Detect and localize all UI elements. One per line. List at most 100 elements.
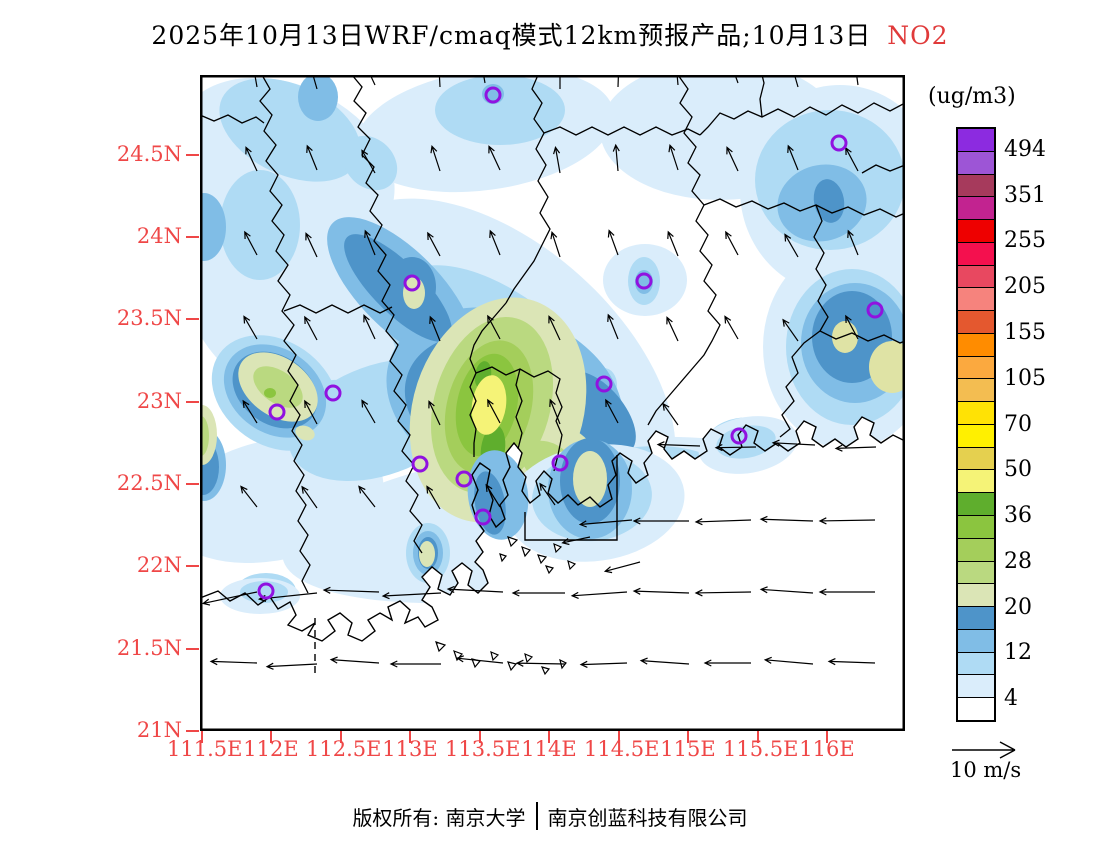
- wind-arrow: [245, 146, 258, 172]
- lat-tick: [186, 565, 199, 567]
- wind-arrow: [656, 441, 701, 449]
- colorbar-cell: [958, 447, 994, 471]
- wind-arrow: [427, 231, 441, 257]
- wind-arrow: [304, 315, 318, 341]
- colorbar-tick-label: 50: [1004, 457, 1032, 483]
- map-frame: [200, 75, 905, 731]
- colorbar-unit-label: (ug/m3): [928, 84, 1016, 109]
- city-station-marker: [324, 384, 342, 402]
- lon-tick: [479, 731, 481, 743]
- lat-tick: [186, 154, 199, 156]
- city-station-marker: [730, 427, 748, 445]
- city-station-marker: [411, 455, 429, 473]
- wind-arrow: [487, 398, 501, 424]
- wind-arrow: [782, 318, 799, 342]
- map-canvas: [200, 75, 905, 731]
- wind-vectors: [201, 75, 877, 670]
- city-station-marker: [257, 582, 275, 600]
- wind-arrow: [834, 444, 877, 452]
- colorbar-cell: [958, 333, 994, 357]
- colorbar-cell: [958, 629, 994, 653]
- wind-arrow: [666, 316, 679, 342]
- wind-arrow: [734, 75, 739, 84]
- wind-arrow: [265, 662, 318, 670]
- wind-arrow: [694, 518, 752, 526]
- lat-label: 23.5N: [116, 306, 182, 330]
- wind-arrow: [369, 75, 376, 86]
- lon-label: 112.5E: [306, 737, 382, 761]
- lon-tick: [270, 731, 272, 743]
- wind-arrow: [430, 144, 441, 172]
- lon-tick: [687, 731, 689, 743]
- colorbar-cell: [958, 470, 994, 494]
- wind-arrow: [209, 658, 258, 666]
- wind-arrow: [668, 143, 679, 171]
- wind-arrow: [553, 146, 561, 174]
- lon-tick: [548, 731, 550, 743]
- colorbar-tick-label: 70: [1004, 411, 1032, 437]
- wind-arrow: [389, 660, 441, 668]
- city-station-marker: [551, 454, 569, 472]
- wind-arrow: [539, 482, 556, 506]
- city-station-marker: [595, 375, 613, 393]
- lon-tick: [757, 731, 759, 743]
- colorbar-cell: [958, 538, 994, 562]
- colorbar-cell: [958, 402, 994, 425]
- wind-arrow: [428, 400, 441, 426]
- wind-arrow: [485, 483, 501, 508]
- lon-label: 115.5E: [723, 737, 799, 761]
- copyright-right: 南京创蓝科技有限公司: [547, 805, 748, 830]
- wind-arrow: [561, 536, 591, 546]
- lat-label: 23N: [136, 389, 182, 413]
- colorbar-cell: [958, 584, 994, 608]
- wind-arrow: [511, 589, 565, 597]
- wind-arrow: [242, 399, 258, 424]
- lat-tick: [186, 730, 199, 732]
- forecast-map: [200, 75, 905, 731]
- wind-arrow: [827, 658, 876, 666]
- wind-legend-arrow-icon: [952, 741, 1016, 759]
- lat-tick: [186, 401, 199, 403]
- colorbar-cell: [958, 516, 994, 539]
- wind-arrow: [612, 143, 620, 172]
- lon-tick: [201, 731, 203, 743]
- title-main: 2025年10月13日WRF/cmaq模式12km预报产品;10月13日: [151, 21, 872, 50]
- wind-arrow: [818, 517, 876, 525]
- wind-arrow: [244, 230, 258, 256]
- wind-arrow: [361, 399, 376, 424]
- wind-arrow: [639, 657, 690, 665]
- wind-arrow: [301, 485, 318, 509]
- wind-arrow: [570, 591, 628, 599]
- lon-tick: [618, 731, 620, 743]
- wind-arrow: [381, 592, 442, 600]
- wind-arrow: [759, 515, 814, 523]
- wind-arrow: [607, 229, 619, 256]
- colorbar-tick-labels: 494 351 255 205 155 105 70 50 36 28 20 12 4: [1004, 127, 1074, 722]
- wind-arrow: [714, 443, 757, 452]
- lat-label: 24N: [136, 224, 182, 248]
- wind-arrow: [703, 659, 751, 667]
- colorbar-cell: [958, 493, 994, 517]
- wind-arrow: [429, 315, 441, 342]
- city-station-marker: [484, 86, 502, 104]
- wind-arrow: [254, 75, 258, 88]
- wind-arrow: [578, 519, 633, 528]
- wind-arrow: [847, 229, 859, 256]
- coastline: [200, 416, 905, 642]
- copyright-footer: 版权所有: 南京大学 南京创蓝科技有限公司: [250, 798, 850, 834]
- wind-arrow: [201, 591, 258, 606]
- wind-arrow: [306, 144, 318, 171]
- wind-arrow: [603, 561, 641, 574]
- wind-arrow: [759, 586, 814, 594]
- colorbar-tick-label: 155: [1004, 319, 1046, 345]
- city-station-marker: [403, 274, 421, 292]
- wind-arrow: [515, 659, 566, 667]
- wind-arrow: [763, 656, 814, 665]
- colorbar: [956, 127, 996, 722]
- province-boundaries: [200, 75, 905, 594]
- wind-arrow: [605, 398, 619, 424]
- wind-arrow: [784, 233, 799, 258]
- lon-tick: [826, 731, 828, 743]
- lat-label: 22.5N: [116, 471, 182, 495]
- colorbar-cell: [958, 242, 994, 266]
